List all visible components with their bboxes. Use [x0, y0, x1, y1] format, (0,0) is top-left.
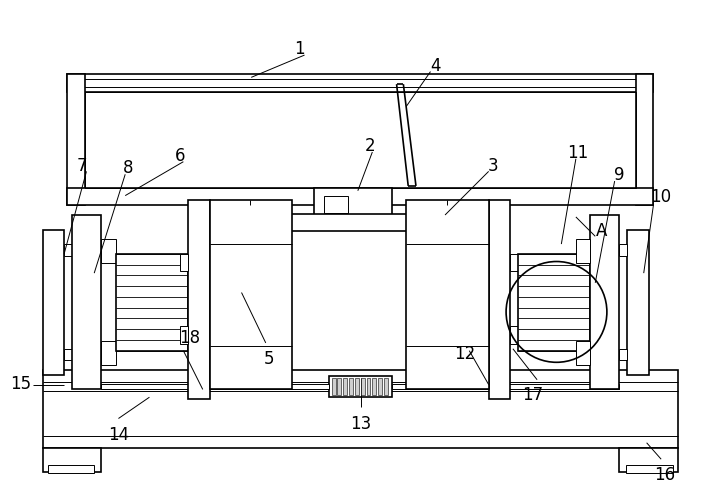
Bar: [116, 254, 188, 351]
Bar: [510, 327, 518, 344]
Bar: [619, 349, 627, 361]
Bar: [188, 201, 209, 399]
Text: 1: 1: [295, 40, 305, 58]
Text: 18: 18: [179, 328, 201, 346]
Text: A: A: [596, 222, 608, 240]
Text: 15: 15: [10, 374, 31, 392]
Bar: [343, 378, 347, 395]
Bar: [373, 378, 376, 395]
Bar: [101, 341, 116, 366]
Bar: [392, 384, 619, 389]
Bar: [67, 188, 654, 206]
Bar: [43, 370, 678, 447]
Bar: [337, 378, 341, 395]
Bar: [75, 80, 646, 88]
Bar: [324, 196, 348, 214]
Bar: [349, 378, 353, 395]
Bar: [576, 341, 591, 366]
Bar: [627, 230, 649, 375]
Text: 3: 3: [488, 156, 499, 174]
Bar: [619, 447, 678, 472]
Bar: [101, 384, 329, 389]
Bar: [180, 327, 188, 344]
Bar: [43, 447, 101, 472]
Bar: [43, 230, 64, 375]
Text: 11: 11: [567, 143, 588, 162]
Bar: [619, 244, 627, 256]
Bar: [378, 378, 382, 395]
Text: 2: 2: [365, 137, 375, 155]
Bar: [275, 215, 411, 232]
Bar: [67, 75, 654, 93]
Bar: [329, 376, 392, 397]
Bar: [84, 93, 636, 188]
Text: 5: 5: [263, 349, 274, 367]
Bar: [355, 378, 359, 395]
Bar: [72, 216, 101, 389]
Text: 13: 13: [350, 414, 371, 432]
Bar: [636, 75, 654, 206]
Text: 4: 4: [430, 57, 440, 75]
Bar: [576, 240, 591, 264]
Text: 8: 8: [123, 158, 134, 176]
Bar: [67, 75, 84, 206]
Bar: [384, 378, 388, 395]
Text: 17: 17: [522, 385, 543, 403]
Text: 14: 14: [108, 426, 129, 444]
Bar: [361, 378, 365, 395]
Text: 12: 12: [454, 344, 475, 362]
Text: 7: 7: [77, 156, 87, 174]
Text: 9: 9: [614, 166, 625, 184]
Bar: [101, 240, 116, 264]
Text: 6: 6: [175, 146, 186, 164]
Bar: [488, 201, 510, 399]
Bar: [48, 465, 94, 473]
Text: 16: 16: [654, 465, 676, 483]
Bar: [518, 254, 591, 351]
Bar: [314, 188, 392, 223]
Bar: [591, 216, 619, 389]
Text: 10: 10: [651, 187, 671, 205]
Bar: [209, 201, 292, 389]
Bar: [180, 254, 188, 272]
Bar: [332, 378, 335, 395]
Bar: [367, 378, 370, 395]
Bar: [64, 244, 72, 256]
Bar: [406, 201, 488, 389]
Bar: [64, 349, 72, 361]
Bar: [510, 254, 518, 272]
Bar: [626, 465, 673, 473]
